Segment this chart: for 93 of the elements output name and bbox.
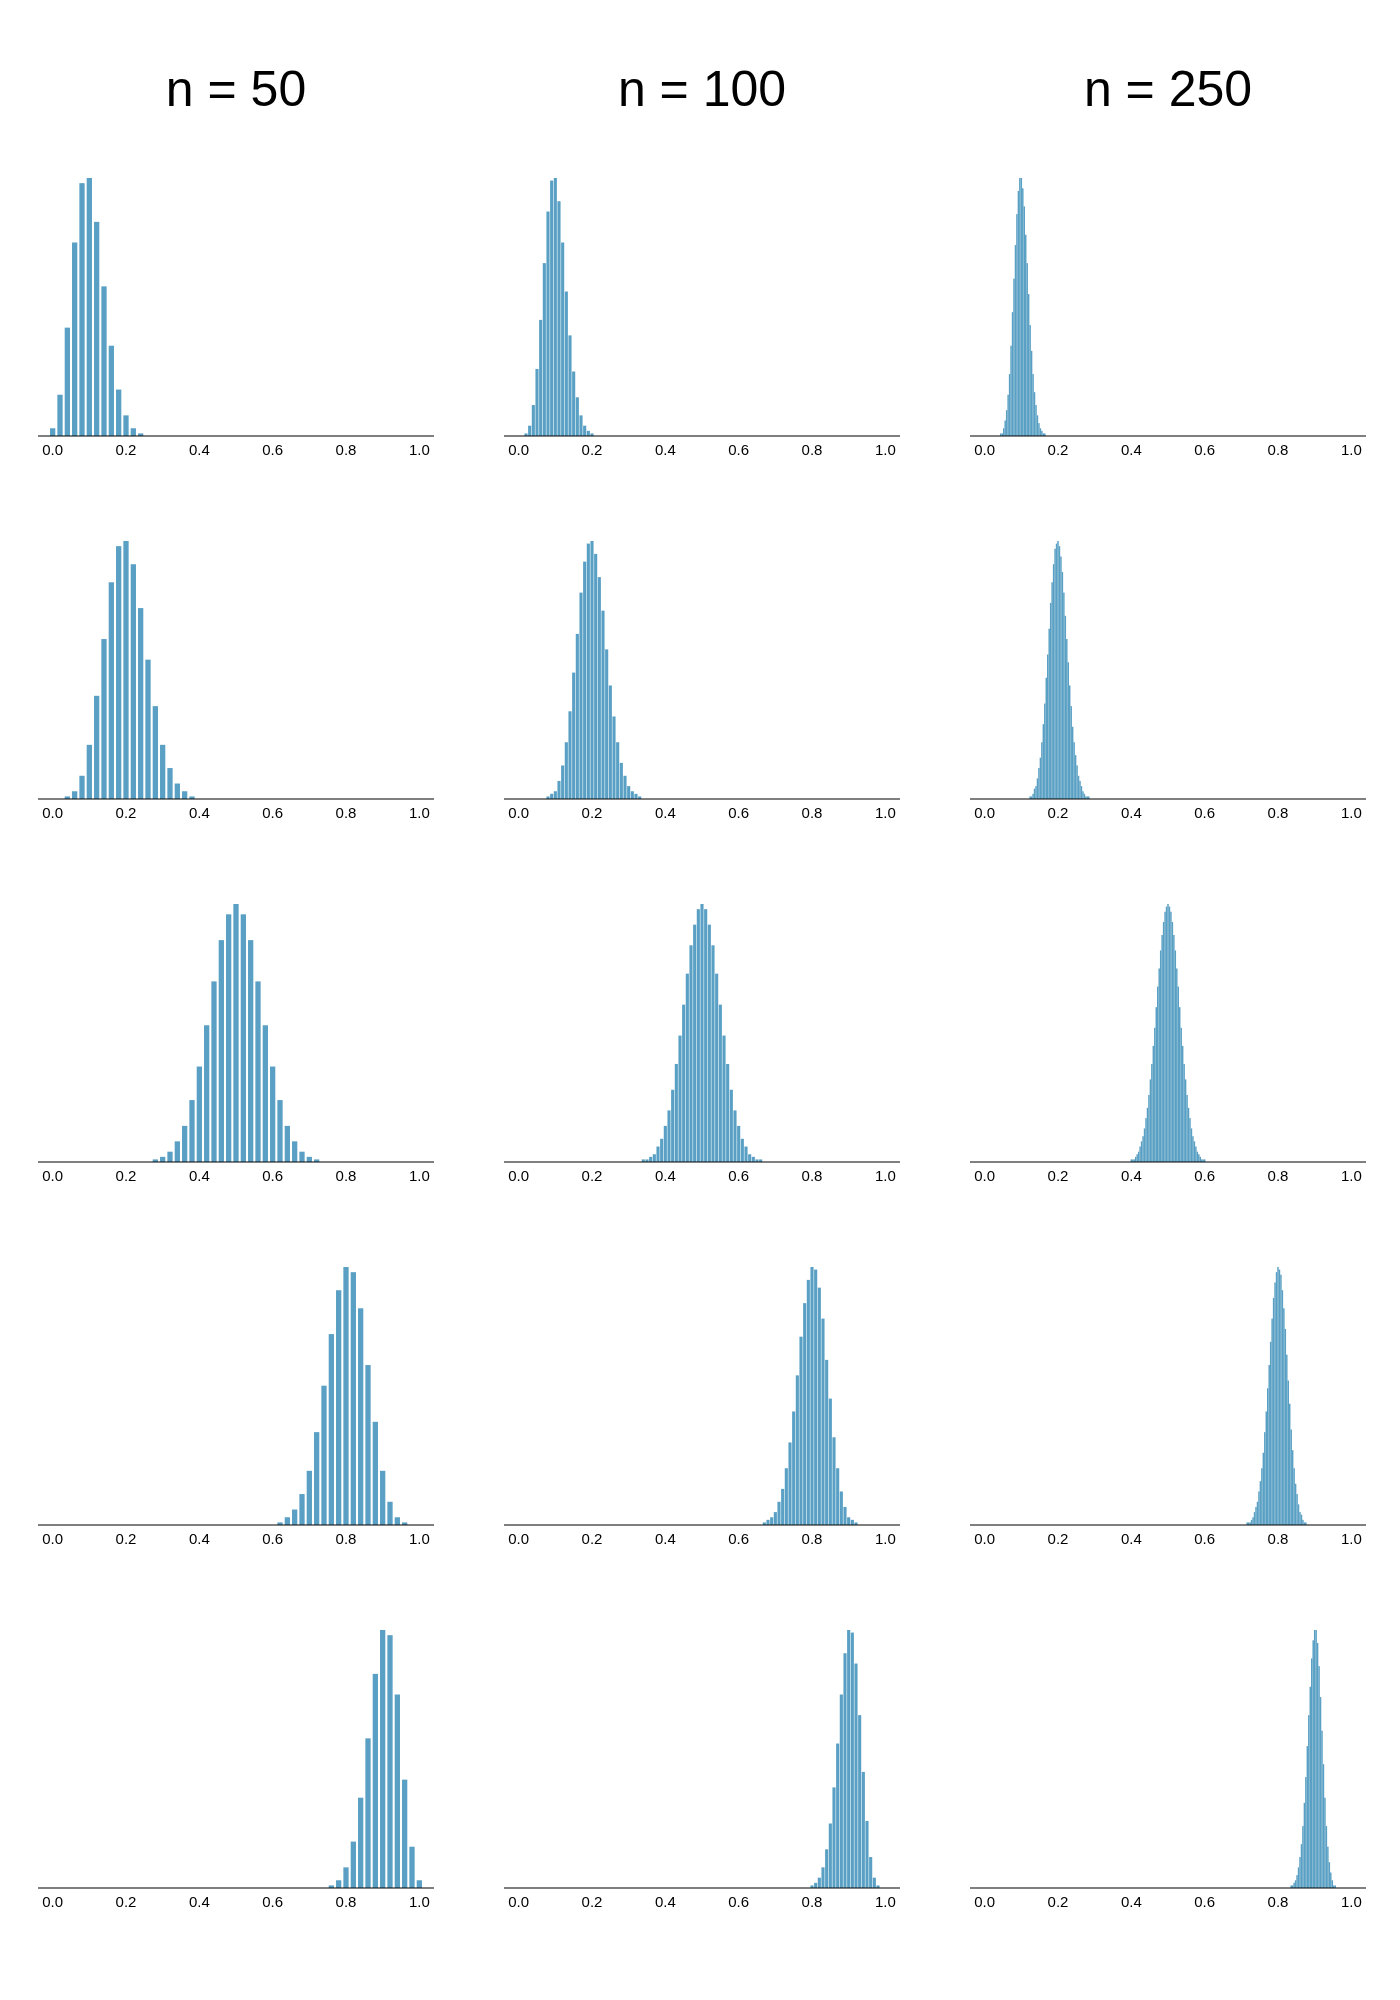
- x-tick-label: 1.0: [1340, 803, 1362, 821]
- x-tick-label: 0.4: [654, 1892, 676, 1910]
- x-tick-label: 0.6: [262, 803, 284, 821]
- x-tick-label: 0.6: [1194, 803, 1216, 821]
- x-tick-label: 0.0: [42, 1166, 64, 1184]
- x-tick-label: 1.0: [408, 1892, 430, 1910]
- x-tick-label: 1.0: [1340, 1892, 1362, 1910]
- chart-title: n = 250: [1082, 60, 1254, 118]
- x-tick-label: 0.0: [42, 803, 64, 821]
- x-tick-label: 0.8: [1267, 803, 1289, 821]
- x-tick-label: 0.0: [974, 1892, 996, 1910]
- x-tick-label: 0.0: [508, 1166, 530, 1184]
- x-tick-label: 0.8: [801, 803, 823, 821]
- x-tick-label: 1.0: [408, 1166, 430, 1184]
- x-tick-label: 0.6: [1194, 440, 1216, 458]
- x-tick-label: 0.6: [262, 1892, 284, 1910]
- x-tick-label: 0.4: [654, 440, 676, 458]
- x-tick-label: 0.8: [335, 1892, 357, 1910]
- x-tick-label: 0.6: [1194, 1529, 1216, 1547]
- x-tick-label: 0.0: [508, 1892, 530, 1910]
- x-tick-label: 0.2: [581, 803, 603, 821]
- x-tick-label: 0.2: [581, 1166, 603, 1184]
- x-tick-label: 1.0: [1340, 1166, 1362, 1184]
- x-tick-label: 0.0: [974, 1166, 996, 1184]
- x-tick-label: 0.4: [1120, 1529, 1142, 1547]
- x-tick-label: 0.4: [188, 803, 210, 821]
- x-tick-label: 1.0: [874, 1529, 896, 1547]
- x-tick-label: 0.0: [974, 803, 996, 821]
- x-tick-label: 0.8: [1267, 1892, 1289, 1910]
- x-tick-label: 0.2: [1047, 803, 1069, 821]
- x-tick-label: 0.8: [335, 1166, 357, 1184]
- x-tick-label: 0.2: [115, 803, 137, 821]
- x-tick-label: 0.8: [1267, 1166, 1289, 1184]
- chart-title: n = 50: [164, 60, 308, 118]
- x-tick-label: 0.4: [188, 440, 210, 458]
- x-tick-label: 0.2: [115, 1892, 137, 1910]
- x-tick-label: 1.0: [1340, 1529, 1362, 1547]
- x-tick-label: 0.2: [1047, 1529, 1069, 1547]
- x-tick-label: 1.0: [874, 440, 896, 458]
- x-tick-label: 0.6: [262, 1166, 284, 1184]
- x-tick-label: 0.4: [654, 803, 676, 821]
- x-tick-label: 0.4: [1120, 1166, 1142, 1184]
- x-tick-label: 0.2: [1047, 1166, 1069, 1184]
- x-tick-label: 0.2: [581, 1892, 603, 1910]
- x-tick-label: 1.0: [874, 1166, 896, 1184]
- x-tick-label: 0.8: [801, 1166, 823, 1184]
- x-tick-label: 0.8: [1267, 440, 1289, 458]
- x-tick-label: 0.2: [1047, 1892, 1069, 1910]
- x-tick-label: 0.4: [1120, 440, 1142, 458]
- x-tick-label: 1.0: [408, 1529, 430, 1547]
- x-tick-label: 0.8: [335, 440, 357, 458]
- x-tick-label: 0.4: [188, 1166, 210, 1184]
- x-tick-label: 0.8: [1267, 1529, 1289, 1547]
- x-tick-label: 0.0: [508, 440, 530, 458]
- x-tick-label: 0.4: [1120, 803, 1142, 821]
- x-tick-label: 0.6: [262, 1529, 284, 1547]
- x-tick-label: 0.6: [728, 803, 750, 821]
- x-tick-label: 0.8: [801, 440, 823, 458]
- x-tick-label: 0.8: [801, 1892, 823, 1910]
- x-tick-label: 0.2: [581, 440, 603, 458]
- x-tick-label: 0.6: [728, 1166, 750, 1184]
- x-tick-label: 0.0: [42, 1892, 64, 1910]
- x-tick-label: 1.0: [874, 1892, 896, 1910]
- x-tick-label: 0.4: [654, 1166, 676, 1184]
- x-tick-label: 0.0: [508, 803, 530, 821]
- x-tick-label: 0.0: [508, 1529, 530, 1547]
- x-tick-label: 1.0: [1340, 440, 1362, 458]
- x-tick-label: 0.4: [654, 1529, 676, 1547]
- x-tick-label: 0.2: [1047, 440, 1069, 458]
- x-tick-label: 0.4: [1120, 1892, 1142, 1910]
- x-tick-label: 0.2: [115, 440, 137, 458]
- x-tick-label: 0.6: [728, 440, 750, 458]
- x-tick-label: 0.8: [335, 803, 357, 821]
- x-tick-label: 0.6: [1194, 1166, 1216, 1184]
- x-tick-label: 1.0: [408, 440, 430, 458]
- x-tick-label: 1.0: [408, 803, 430, 821]
- x-tick-label: 0.6: [728, 1529, 750, 1547]
- x-tick-label: 0.2: [115, 1166, 137, 1184]
- x-tick-label: 0.8: [801, 1529, 823, 1547]
- chart-title: n = 100: [616, 60, 788, 118]
- x-tick-label: 0.6: [1194, 1892, 1216, 1910]
- x-tick-label: 1.0: [874, 803, 896, 821]
- x-tick-label: 0.0: [42, 440, 64, 458]
- x-tick-label: 0.6: [262, 440, 284, 458]
- x-tick-label: 0.2: [581, 1529, 603, 1547]
- x-tick-label: 0.6: [728, 1892, 750, 1910]
- x-tick-label: 0.4: [188, 1892, 210, 1910]
- x-tick-label: 0.0: [974, 440, 996, 458]
- x-tick-label: 0.8: [335, 1529, 357, 1547]
- x-tick-label: 0.0: [42, 1529, 64, 1547]
- x-tick-label: 0.2: [115, 1529, 137, 1547]
- x-tick-label: 0.4: [188, 1529, 210, 1547]
- x-tick-label: 0.0: [974, 1529, 996, 1547]
